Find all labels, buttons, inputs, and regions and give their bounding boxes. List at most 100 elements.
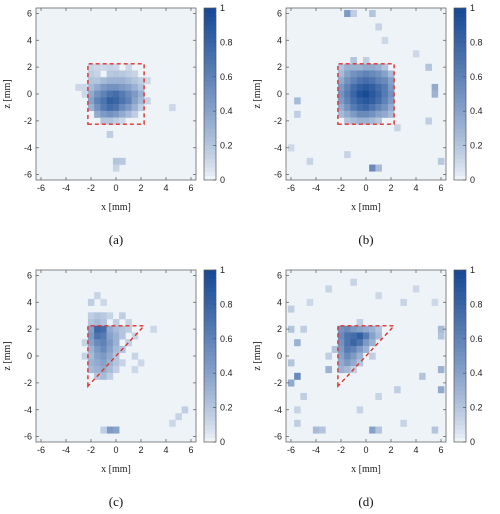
heatmap-cell [381, 90, 389, 98]
heatmap-cell [325, 352, 332, 360]
heatmap-cell [100, 359, 107, 367]
colorbar-swatch [204, 424, 216, 430]
y-axis-ticks: -6 -4 -2 0 2 4 6 [274, 8, 446, 180]
colorbar-swatch [204, 102, 216, 108]
heatmap-cell [100, 339, 107, 347]
heatmap-cell [100, 77, 107, 85]
heatmap-cell [150, 325, 157, 333]
heatmap-cell [300, 392, 307, 400]
heatmap-cell [294, 97, 301, 105]
heatmap-cell [375, 63, 382, 71]
heatmap-cell [125, 97, 132, 105]
y-tick-label: 0 [27, 89, 32, 99]
heatmap-cell [375, 90, 382, 98]
colorbar-swatch [454, 89, 466, 95]
heatmap-cell [125, 77, 132, 85]
colorbar-swatch [454, 59, 466, 65]
heatmap-cell [306, 298, 314, 306]
colorbar-swatch [454, 295, 466, 301]
colorbar-swatch [454, 351, 466, 357]
heatmap-cell [131, 104, 139, 112]
x-tick-label: -2 [337, 183, 345, 193]
heatmap-cell [381, 70, 389, 78]
y-tick-label: -6 [24, 432, 32, 442]
colorbar-swatch [204, 145, 216, 151]
heatmap-cell [81, 83, 89, 91]
colorbar-swatch [204, 368, 216, 374]
y-axis-label: z [mm] [252, 341, 263, 370]
heatmap-cell [131, 83, 139, 91]
colorbar-swatch [204, 132, 216, 138]
heatmap-cell [375, 325, 382, 333]
heatmap-cell [94, 345, 101, 353]
heatmap-cell [369, 332, 376, 340]
heatmap-cell [119, 83, 126, 91]
heatmap-cell [362, 57, 370, 65]
heatmap-cell [362, 90, 370, 98]
heatmap-cell [81, 90, 89, 98]
heatmap-cell [369, 10, 376, 18]
colorbar-swatch [204, 98, 216, 103]
heatmap-cell [287, 305, 295, 313]
colorbar-swatch [454, 51, 466, 56]
heatmap-cell [169, 104, 176, 112]
colorbar-swatch [204, 338, 216, 344]
heatmap-cell [350, 278, 357, 286]
colorbar-frame [453, 269, 467, 443]
heatmap-cell [369, 70, 376, 78]
colorbar-swatch [454, 171, 466, 177]
heatmap-cell [87, 352, 95, 360]
colorbar-swatch [454, 8, 466, 13]
colorbar-swatch [204, 334, 216, 340]
heatmap-cell [362, 110, 370, 118]
heatmap-cell [125, 325, 132, 333]
colorbar-swatch [454, 132, 466, 138]
heatmap-cell [344, 77, 351, 85]
heatmap-cell [94, 352, 101, 360]
colorbar-swatch [204, 304, 216, 310]
heatmap-cell [375, 104, 382, 112]
heatmap-cell [337, 352, 345, 360]
colorbar-swatch [204, 137, 216, 142]
heatmap-cell [356, 90, 364, 98]
colorbar-swatch [204, 8, 216, 13]
heatmap-cell [344, 332, 351, 340]
heatmap-cell [325, 285, 332, 293]
heatmap-cell [106, 359, 114, 367]
heatmap-cell [362, 345, 370, 353]
heatmap-cell [344, 339, 351, 347]
heatmap-cell [119, 325, 126, 333]
heatmap-cell [394, 386, 401, 394]
heatmap-cell [369, 325, 376, 333]
panel-caption: (b) [358, 232, 373, 247]
colorbar-tick-label: 0.4 [470, 368, 483, 378]
heatmap-cell [362, 332, 370, 340]
heatmap-cell [169, 419, 176, 427]
y-tick-label: 6 [277, 270, 282, 280]
colorbar-swatch [204, 59, 216, 65]
heatmap-cell [81, 352, 89, 360]
colorbar-swatch [454, 38, 466, 43]
heatmap-cell [350, 339, 357, 347]
heatmap-cell [131, 77, 139, 85]
heatmap-cell [356, 83, 364, 91]
heatmap-cell [287, 325, 295, 333]
heatmap-cell [94, 332, 101, 340]
y-tick-label: 0 [27, 351, 32, 361]
colorbar-swatch [204, 167, 216, 172]
colorbar-swatch [204, 68, 216, 73]
colorbar-swatch [204, 89, 216, 95]
colorbar-swatch [204, 317, 216, 322]
heatmap-cell [356, 325, 364, 333]
colorbar-swatch [204, 16, 216, 22]
heatmap-cell [112, 77, 120, 85]
colorbar-swatch [204, 308, 216, 314]
colorbar-frame [203, 7, 217, 181]
colorbar-swatch [204, 63, 216, 69]
colorbar-swatch [454, 390, 466, 396]
heatmap-cell [381, 77, 389, 85]
colorbar-swatch [204, 106, 216, 112]
y-tick-label: 4 [27, 297, 32, 307]
heatmap-cell [87, 339, 95, 347]
